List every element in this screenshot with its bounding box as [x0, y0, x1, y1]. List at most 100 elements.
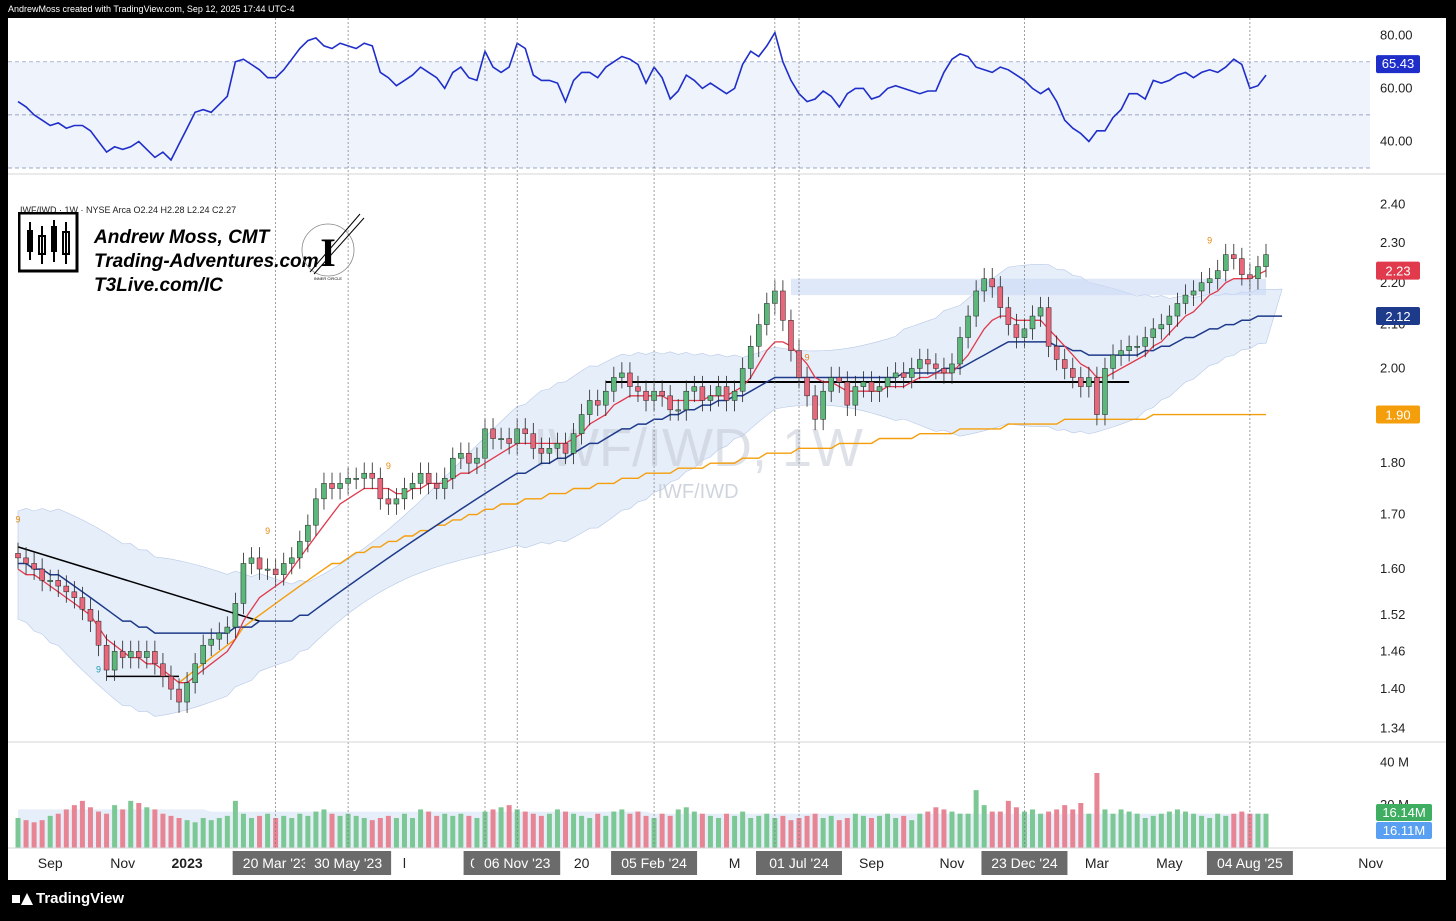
time-axis-label: 20 — [574, 855, 590, 871]
volume-bar — [361, 818, 367, 848]
volume-bar — [635, 811, 641, 848]
candle-body — [39, 568, 45, 581]
candle-body — [95, 620, 102, 646]
volume-bar — [546, 813, 552, 848]
volume-bar — [79, 800, 85, 848]
volume-badge — [1376, 804, 1432, 821]
candle-body — [707, 395, 714, 401]
volume-bar — [87, 807, 93, 848]
volume-bar — [1021, 811, 1027, 848]
brand-line1: Andrew Moss, CMT — [94, 227, 270, 248]
candle-body — [1158, 324, 1165, 330]
candle-body — [289, 557, 295, 564]
rsi-value-label: 65.43 — [1382, 56, 1415, 71]
volume-bar — [1215, 813, 1221, 848]
candle-body — [23, 557, 29, 564]
volume-bar — [579, 815, 585, 848]
candle-body — [127, 651, 134, 658]
time-highlight-box — [981, 851, 1068, 875]
candle-body — [1086, 377, 1092, 387]
time-axis-label: 05 Feb '24 — [621, 855, 687, 871]
candle-body — [925, 359, 931, 365]
price-badge-label: 1.90 — [1385, 408, 1410, 423]
tradingview-logo[interactable]: TradingView — [12, 890, 124, 907]
volume-bar — [643, 815, 649, 848]
volume-bar — [297, 813, 303, 848]
volume-bar — [273, 818, 279, 848]
volume-bar — [434, 815, 440, 848]
ticker-line: IWF/IWD · 1W · NYSE Arca O2.24 H2.28 L2.… — [20, 205, 237, 215]
volume-bar — [989, 811, 995, 848]
volume-bar — [1199, 815, 1205, 848]
candle-body — [433, 483, 440, 489]
candle-body — [321, 483, 327, 500]
volume-bar — [1223, 815, 1229, 848]
volume-bar — [144, 807, 150, 848]
candle-body — [224, 626, 231, 634]
volume-bar — [748, 818, 754, 848]
volume-bar — [337, 815, 343, 848]
volume-bar — [1070, 809, 1076, 848]
candle-body — [240, 563, 247, 604]
volume-bar — [369, 820, 375, 848]
candle-body — [1053, 345, 1060, 360]
candle-body — [1061, 359, 1068, 369]
candle-body — [836, 377, 843, 383]
volume-bar — [587, 818, 593, 848]
candle-body — [103, 644, 110, 671]
volume-bar — [1255, 813, 1261, 848]
candle-body — [1182, 294, 1189, 304]
candle-body — [192, 663, 198, 683]
candle-body — [208, 638, 214, 646]
candle-body — [361, 472, 367, 479]
candle-body — [55, 580, 62, 587]
candle-body — [699, 386, 706, 401]
ma-orange-line — [178, 413, 1266, 684]
price-badge — [1376, 307, 1420, 326]
candle-body — [458, 452, 464, 459]
price-tick-label: 1.80 — [1380, 455, 1405, 470]
volume-bar — [1263, 813, 1269, 848]
candle-body — [627, 372, 633, 387]
volume-bar — [23, 820, 29, 848]
volume-bar — [498, 807, 504, 848]
volume-bar — [740, 811, 746, 848]
candle-body — [635, 386, 641, 392]
candle-body — [764, 303, 770, 325]
volume-bar — [949, 811, 955, 848]
volume-bar — [168, 815, 174, 848]
candle-body — [144, 651, 150, 658]
candle-body — [47, 580, 53, 582]
price-panel: IWF/IWD, 1WIWF/IWD9999992.402.302.202.10… — [15, 197, 1420, 735]
candle-body — [1174, 303, 1181, 317]
volume-bar — [522, 811, 528, 848]
time-axis-label: Nov — [110, 855, 135, 871]
volume-bar — [1166, 811, 1172, 848]
volume-bar — [257, 815, 263, 848]
volume-bar — [715, 818, 721, 848]
chart-frame[interactable]: 80.00 60.00 40.00 65.43 IWF/IWD, 1W IWF/IWD 9… — [8, 18, 1446, 880]
volume-bar — [514, 809, 520, 848]
volume-bar — [764, 813, 770, 848]
volume-bar — [321, 809, 327, 848]
time-axis-label: May — [1156, 855, 1182, 871]
candle-body — [1029, 315, 1036, 330]
candle-body — [264, 568, 271, 571]
volume-bar — [788, 820, 794, 848]
volume-bar — [1174, 809, 1180, 848]
volume-bar — [893, 818, 899, 848]
candle-body — [119, 651, 126, 658]
svg-text:I: I — [320, 230, 336, 275]
candle-body — [111, 651, 118, 671]
candle-body — [256, 557, 263, 570]
brand-block: Andrew Moss, CMT Trading-Adventures.com … — [94, 226, 319, 298]
candle-body — [594, 400, 601, 406]
time-axis-label: 06 Nov '23 — [484, 855, 551, 871]
volume-bar — [627, 813, 633, 848]
volume-bar — [184, 820, 190, 848]
time-axis-label: M — [729, 855, 741, 871]
candle-body — [562, 443, 569, 454]
candle-body — [31, 563, 37, 570]
candle-body — [981, 278, 987, 292]
